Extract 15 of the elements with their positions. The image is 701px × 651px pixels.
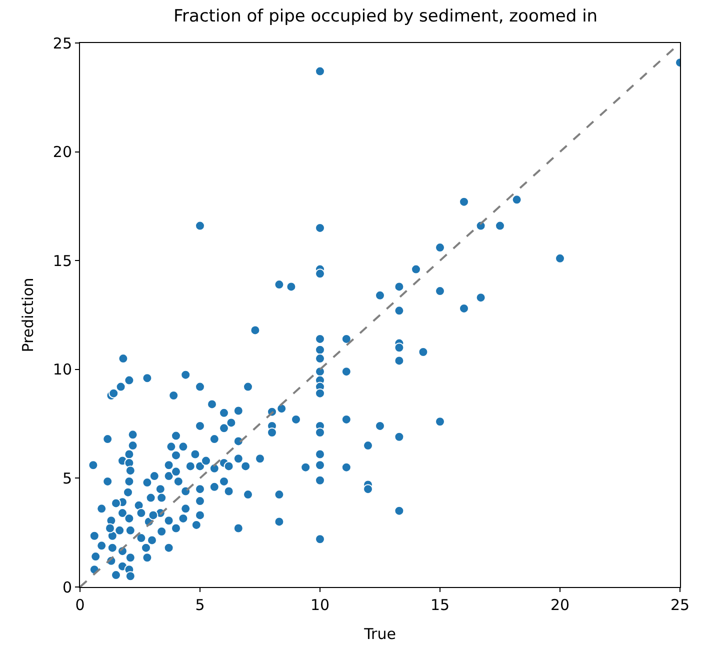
x-tick-label: 5 [195, 596, 205, 614]
x-tick-label: 20 [550, 596, 570, 614]
y-axis-title: Prediction [19, 278, 38, 352]
y-tick-label: 0 [62, 578, 72, 596]
chart-title: Fraction of pipe occupied by sediment, zoomed in [174, 6, 598, 27]
x-tick-label: 25 [670, 596, 690, 614]
x-tick-label: 0 [75, 596, 85, 614]
x-tick-label: 15 [430, 596, 450, 614]
y-tick-label: 15 [52, 252, 72, 270]
y-tick-label: 20 [52, 143, 72, 162]
x-tick-label: 10 [310, 596, 330, 614]
y-tick-label: 25 [52, 34, 72, 52]
y-tick-label: 5 [62, 469, 72, 488]
x-axis-title: True [363, 625, 396, 643]
y-tick-label: 10 [52, 360, 72, 379]
